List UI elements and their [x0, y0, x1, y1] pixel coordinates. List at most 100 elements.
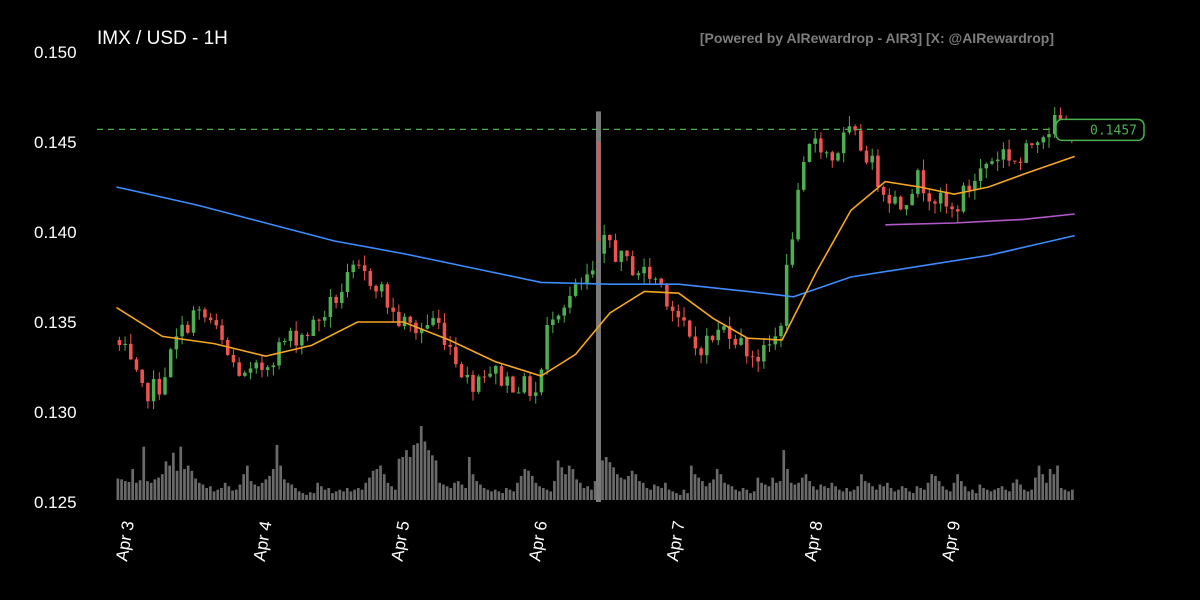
y-tick-label: 0.125	[34, 493, 77, 512]
volume-bar	[142, 446, 146, 500]
x-tick-label: Apr 3	[112, 519, 138, 562]
volume-bar	[205, 487, 209, 500]
candle-body	[898, 196, 903, 210]
volume-bar	[342, 491, 345, 500]
volume-bar	[501, 493, 504, 500]
volume-bar	[960, 481, 963, 500]
volume-bar	[120, 479, 123, 500]
candle-body	[545, 324, 549, 370]
candle-body	[961, 185, 966, 212]
volume-bar	[209, 486, 212, 500]
volume-bar	[523, 469, 527, 500]
candle-body	[1052, 115, 1057, 135]
volume-bar	[497, 491, 501, 500]
x-tick-label: Apr 5	[388, 519, 414, 562]
volume-bar	[1026, 491, 1030, 500]
volume-bar	[138, 480, 142, 500]
volume-bar	[897, 489, 900, 500]
volume-bar	[749, 493, 752, 500]
volume-bar	[264, 479, 268, 500]
volume-bar	[571, 469, 575, 500]
candle-body	[556, 315, 561, 320]
volume-bar	[479, 484, 482, 500]
volume-bar	[638, 481, 641, 500]
candle-body	[716, 329, 720, 341]
volume-bar	[701, 481, 704, 500]
volume-bar	[649, 489, 652, 500]
volume-bar	[908, 491, 911, 500]
candle-body	[1024, 143, 1028, 163]
volume-bar	[334, 491, 338, 500]
volume-bar	[157, 477, 160, 500]
volume-bar	[738, 491, 741, 500]
volume-bar	[294, 487, 297, 500]
volume-bar	[416, 443, 419, 500]
volume-bar	[985, 489, 989, 500]
volume-bar	[1056, 465, 1059, 500]
volume-bar	[723, 482, 726, 500]
volume-bar	[623, 479, 627, 500]
candle-body	[340, 292, 344, 304]
candle-body	[1007, 149, 1011, 161]
volume-bar	[948, 491, 952, 500]
candle-body	[916, 170, 920, 194]
volume-bar	[837, 489, 841, 500]
candle-body	[767, 344, 772, 346]
candle-body	[151, 378, 156, 402]
volume-bar	[123, 481, 127, 500]
volume-bar	[253, 484, 257, 500]
volume-bar	[231, 490, 234, 500]
volume-bar	[752, 491, 756, 500]
volume-bar	[982, 487, 985, 500]
volume-bar	[989, 491, 993, 500]
volume-bar	[652, 484, 656, 500]
volume-bar	[338, 489, 342, 500]
candle-body	[243, 372, 247, 376]
volume-bar	[190, 470, 194, 500]
volume-bar	[323, 489, 327, 500]
volume-bar	[131, 469, 135, 500]
volume-bar	[812, 486, 815, 500]
volume-bar	[712, 479, 715, 500]
volume-bar	[586, 486, 590, 500]
candle-body	[482, 376, 487, 378]
candle-body	[551, 319, 555, 325]
volume-bar	[627, 475, 630, 500]
volume-bar	[930, 474, 934, 500]
volume-bar	[671, 491, 675, 500]
candle-body	[779, 325, 783, 337]
volume-bar	[1070, 489, 1074, 500]
volume-bar	[368, 477, 371, 500]
volume-bar	[564, 474, 567, 500]
volume-bar	[308, 492, 312, 500]
volume-bar	[427, 450, 430, 500]
candle-body	[357, 264, 361, 266]
candle-body	[448, 344, 452, 347]
volume-bar	[726, 484, 730, 500]
volume-bar	[734, 489, 738, 500]
candle-body	[168, 349, 173, 378]
volume-bar	[549, 491, 553, 500]
volume-bar	[527, 470, 530, 500]
volume-bar	[530, 475, 534, 500]
volume-bar	[767, 486, 771, 500]
volume-bar	[371, 470, 375, 500]
candle-body	[676, 310, 681, 318]
candle-body	[288, 330, 293, 342]
x-tick-label: Apr 9	[938, 519, 964, 562]
volume-bar	[686, 493, 689, 500]
volume-bar	[305, 494, 308, 500]
volume-bar	[630, 470, 634, 500]
volume-bar	[286, 482, 290, 500]
candle-body	[687, 320, 692, 337]
volume-bar	[1004, 489, 1008, 500]
volume-bar	[771, 477, 775, 500]
candle-body	[1035, 142, 1040, 146]
volume-bar	[615, 474, 619, 500]
volume-bar	[223, 482, 227, 500]
volume-bar	[800, 477, 804, 500]
candle-body	[408, 316, 413, 323]
volume-bar	[956, 474, 960, 500]
candle-body	[876, 155, 880, 187]
candle-body	[887, 194, 892, 204]
